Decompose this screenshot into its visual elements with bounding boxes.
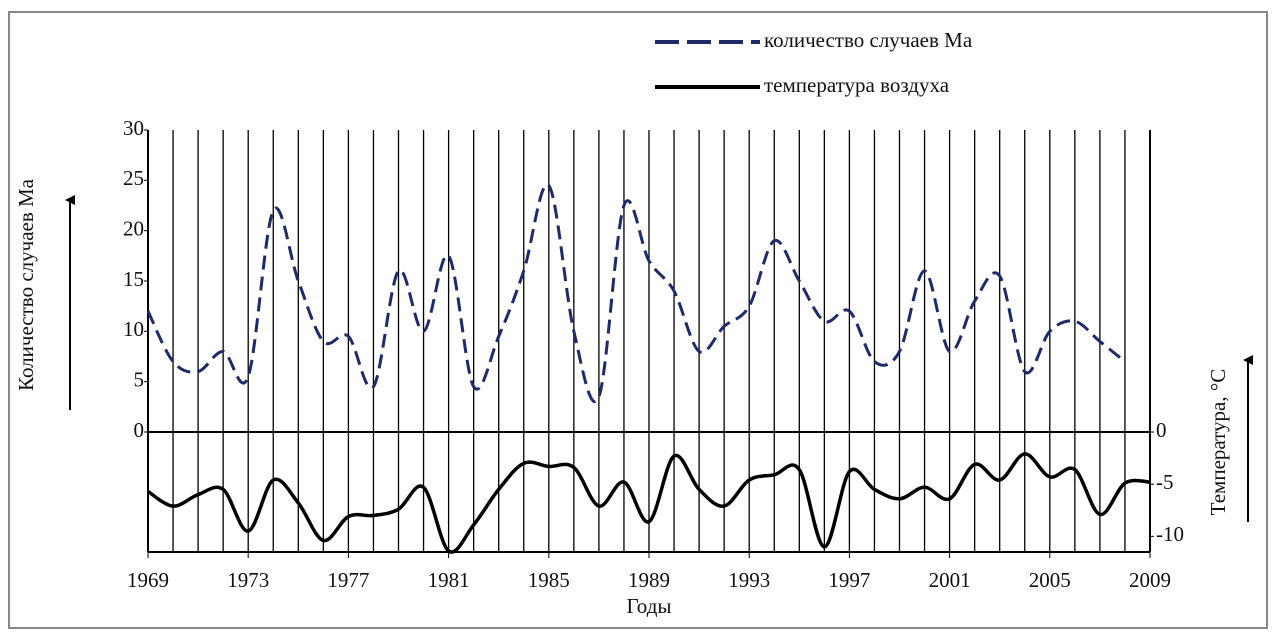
x-tick-label: 1973 [227, 568, 269, 592]
x-tick-label: 1989 [628, 568, 670, 592]
y2-tick-label: -10 [1156, 522, 1184, 546]
x-tick-label: 1981 [428, 568, 470, 592]
series-line [147, 452, 1151, 554]
x-tick-label: 1997 [828, 568, 870, 592]
y2-tick-label: 0 [1156, 418, 1167, 442]
x-tick-label: 2001 [929, 568, 971, 592]
series-line [146, 183, 1126, 404]
x-tick-label: 2009 [1129, 568, 1171, 592]
y-tick-label: 0 [134, 418, 145, 442]
frame [8, 11, 1268, 629]
y-tick-label: 30 [123, 116, 144, 140]
y-axis-label: Количество случаев Ма [14, 178, 38, 391]
y2-tick-label: -5 [1156, 470, 1174, 494]
x-tick-label: 1993 [728, 568, 770, 592]
x-tick-label: 1977 [327, 568, 369, 592]
legend-label: количество случаев Ма [764, 28, 973, 52]
x-tick-label: 1969 [127, 568, 169, 592]
y-tick-label: 5 [134, 367, 145, 391]
x-tick-label: 2005 [1029, 568, 1071, 592]
y-tick-label: 20 [123, 216, 144, 240]
y-tick-label: 25 [123, 166, 144, 190]
y-tick-label: 10 [123, 317, 144, 341]
x-tick-label: 1985 [528, 568, 570, 592]
x-axis-label: Годы [627, 594, 672, 618]
y-tick-label: 15 [123, 267, 144, 291]
y2-axis-label: Температура, °С [1206, 369, 1230, 516]
legend-label: температура воздуха [764, 73, 950, 97]
